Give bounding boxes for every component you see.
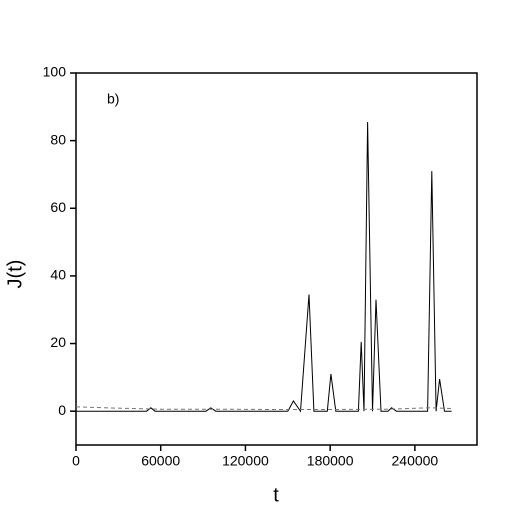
y-tick-label: 40 (50, 267, 66, 283)
data-line (75, 406, 452, 410)
x-tick-label: 0 (72, 453, 80, 469)
y-axis-label: J(t) (4, 260, 26, 289)
x-axis-label: t (273, 484, 279, 506)
data-line (76, 121, 452, 413)
y-tick-label: 100 (43, 64, 67, 80)
y-tick-label: 80 (50, 131, 66, 147)
annotation: b) (107, 91, 119, 107)
y-tick-label: 20 (50, 334, 66, 350)
plot-frame (75, 72, 478, 446)
x-tick-label: 180000 (307, 453, 354, 469)
x-tick-label: 120000 (222, 453, 269, 469)
x-tick-label: 60000 (141, 453, 180, 469)
x-tick-label: 240000 (392, 453, 439, 469)
y-tick-label: 0 (58, 402, 66, 418)
y-tick-label: 60 (50, 199, 66, 215)
